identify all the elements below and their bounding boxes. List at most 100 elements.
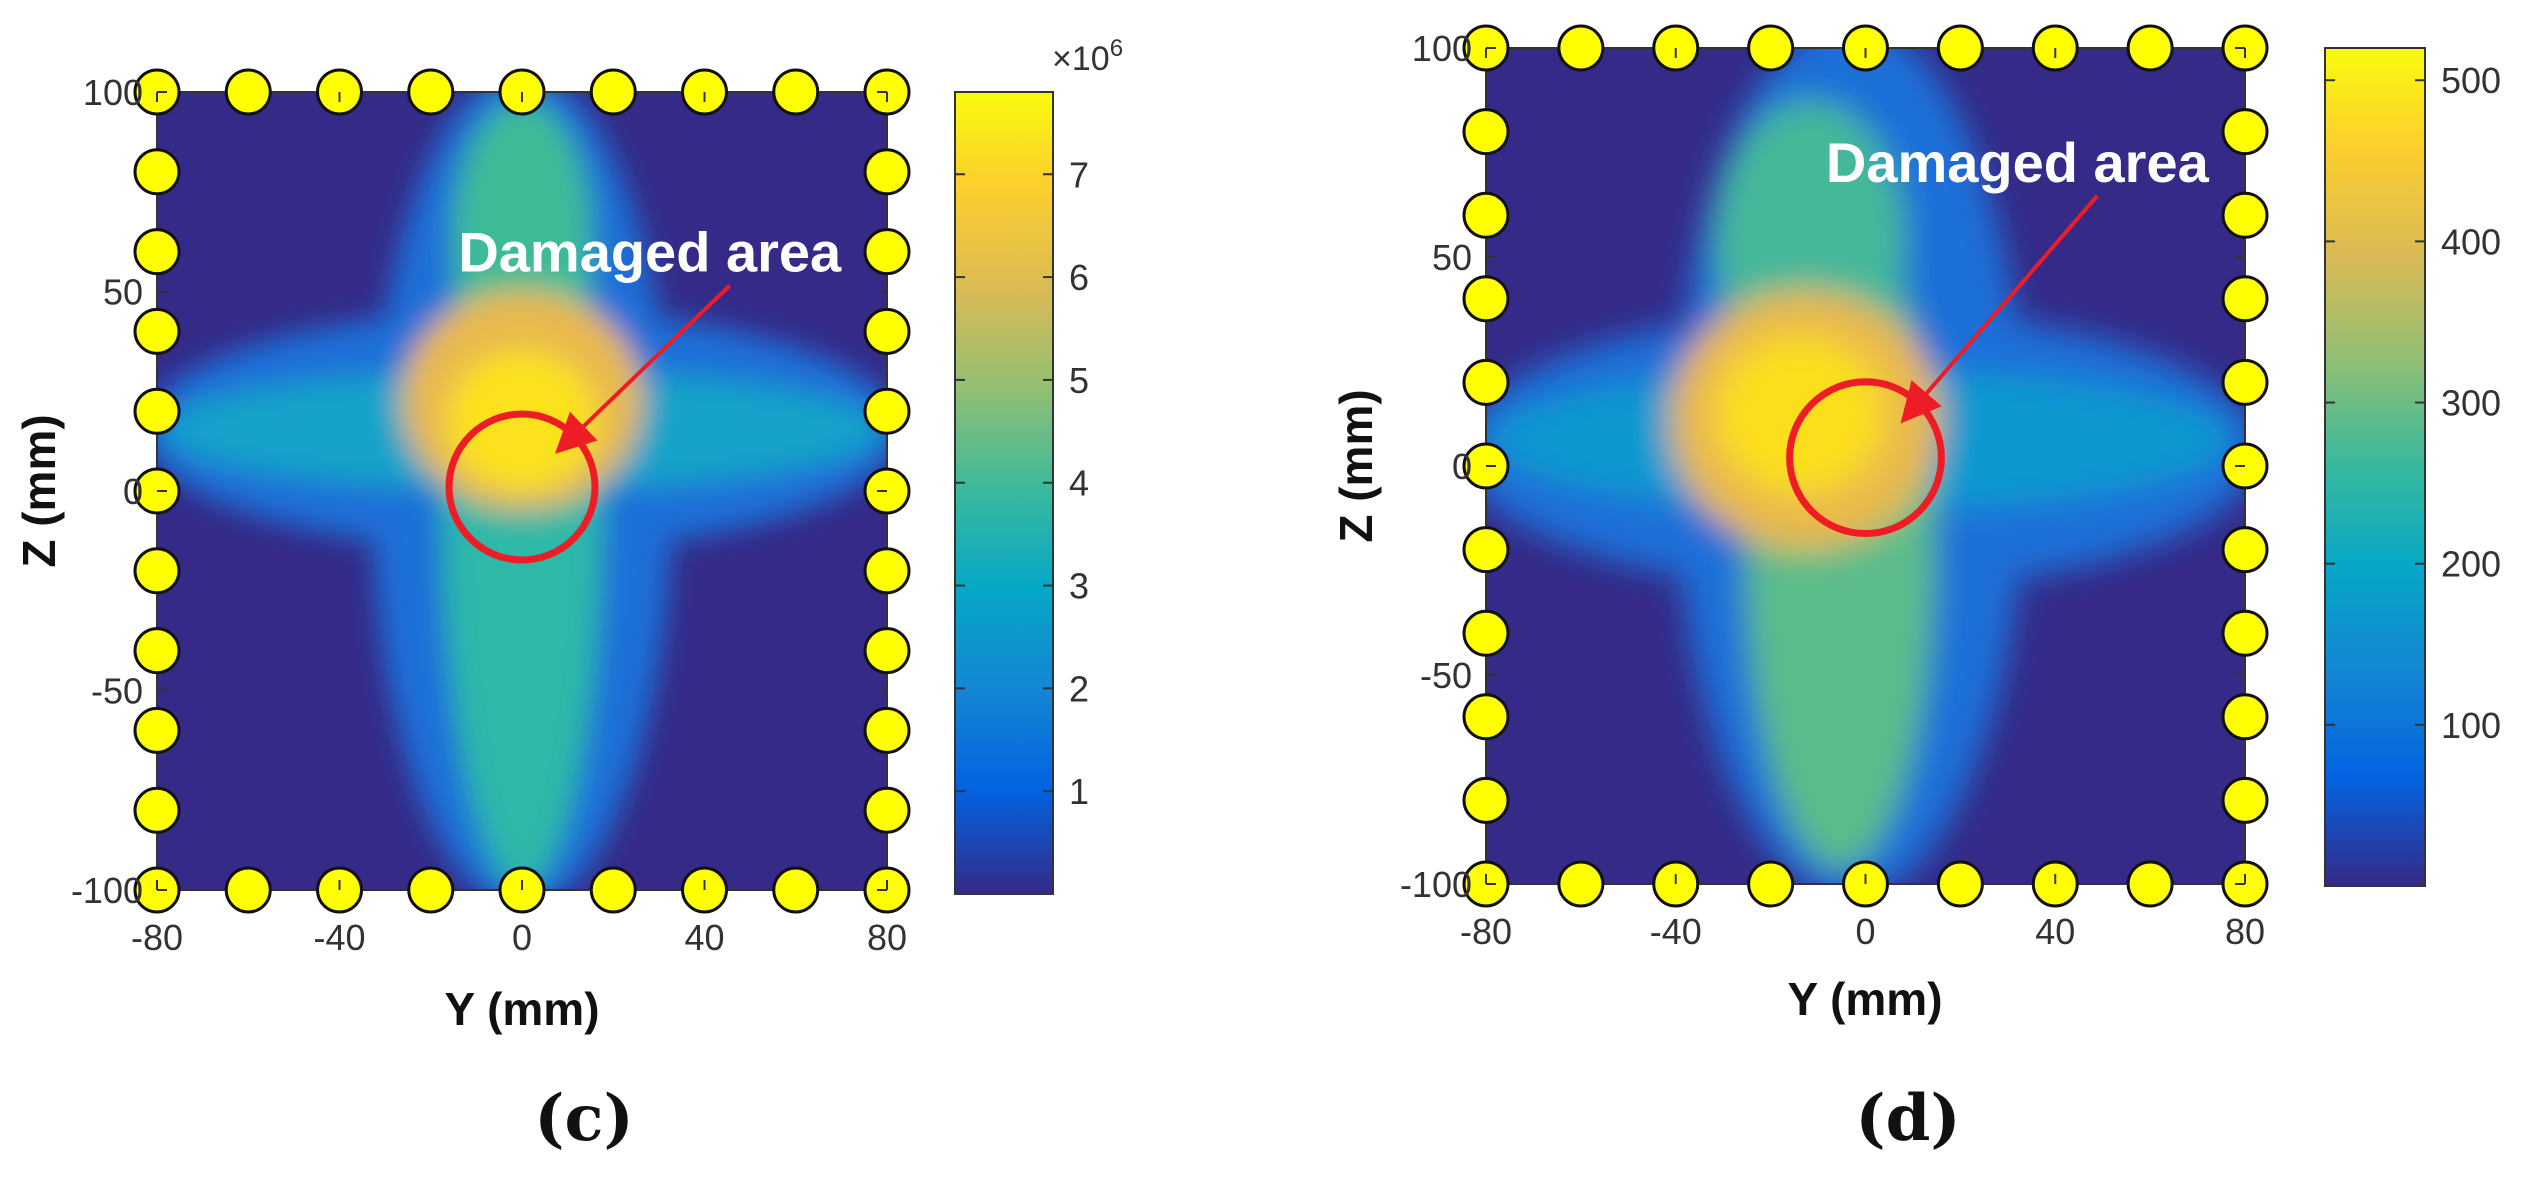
sensor-marker [863,786,911,834]
sensor-marker [1462,693,1510,741]
ytick-label: 100 [83,72,143,113]
colorbar-tick-label: 2 [1069,668,1089,709]
sensor-marker [133,307,181,355]
sensor-marker [2126,860,2174,908]
colorbar-c-exponent: ×106 [1052,35,1123,78]
sensor-marker [863,307,911,355]
sensor-array-c [133,68,911,914]
sensor-marker [1747,860,1795,908]
colorbar-d-gradient [2324,47,2426,887]
sensor-marker [407,866,455,914]
sensor-marker [863,228,911,276]
damaged-area-label-c: Damaged area [458,221,842,284]
sensor-marker [2221,776,2269,824]
sensor-marker [2221,609,2269,657]
sensor-marker [1462,275,1510,323]
sensor-marker [2221,108,2269,156]
sensor-marker [2221,358,2269,406]
xtick-label: -80 [131,917,183,958]
xtick-label: 80 [2225,911,2265,952]
sensor-marker [1936,860,1984,908]
sensor-marker [133,627,181,675]
sensor-marker [772,866,820,914]
sensor-marker [863,547,911,595]
sensor-marker [863,627,911,675]
heatmap-d [1486,48,2245,884]
sensor-marker [224,866,272,914]
sensor-marker [589,68,637,116]
ytick-label: -100 [71,870,143,911]
panel-d: -80 -40 0 40 80 -100 -50 0 50 100 Damaged area Y … [1330,24,2501,1156]
sensor-marker [772,68,820,116]
xtick-label: 0 [1855,911,1875,952]
sensor-marker [589,866,637,914]
xtick-label: 40 [2035,911,2075,952]
sensor-marker [1557,860,1605,908]
axis-ticks-c: -80 -40 0 40 80 -100 -50 0 50 100 [71,72,907,958]
sensor-marker [133,547,181,595]
colorbar-c: 1 2 3 4 5 6 7 ×106 [954,35,1123,895]
sensor-marker [133,786,181,834]
heatmap-c [157,92,887,890]
sensor-marker [1462,358,1510,406]
sensor-marker [863,387,911,435]
colorbar-tick-label: 7 [1069,154,1089,195]
colorbar-tick-label: 4 [1069,463,1089,504]
xtick-label: 80 [867,917,907,958]
sensor-marker [1462,526,1510,574]
colorbar-tick-label: 3 [1069,566,1089,607]
colorbar-tick-label: 100 [2441,705,2501,746]
panel-label-d: (d) [1855,1081,1960,1156]
damaged-area-arrow-d [1900,194,2099,424]
colorbar-c-gradient [954,91,1054,895]
sensor-marker [1747,24,1795,72]
sensor-marker [2221,275,2269,323]
colorbar-tick-label: 1 [1069,771,1089,812]
ytick-label: -50 [91,671,143,712]
sensor-marker [2221,526,2269,574]
ytick-label: 0 [123,471,143,512]
sensor-marker [863,148,911,196]
xtick-label: 40 [684,917,724,958]
ylabel-c: Z (mm) [13,414,65,567]
panel-c: -80 -40 0 40 80 -100 -50 0 50 100 Damaged area Y … [13,35,1123,1156]
heatmap-c-hot-core [447,350,597,490]
sensor-marker [1936,24,1984,72]
damaged-area-label-d: Damaged area [1826,131,2210,194]
sensor-marker [2221,191,2269,239]
colorbar-tick-label: 400 [2441,221,2501,262]
ytick-label: 50 [103,272,143,313]
sensor-marker [2126,24,2174,72]
sensor-marker [1462,776,1510,824]
sensor-marker [1462,108,1510,156]
sensor-marker [407,68,455,116]
ytick-label: -100 [1400,864,1472,905]
colorbar-tick-label: 500 [2441,60,2501,101]
sensor-marker [133,148,181,196]
colorbar-d: 100 200 300 400 500 [2324,47,2501,887]
colorbar-tick-label: 200 [2441,544,2501,585]
colorbar-c-ticks: 1 2 3 4 5 6 7 [955,154,1089,812]
sensor-marker [133,706,181,754]
colorbar-tick-label: 300 [2441,383,2501,424]
ytick-label: 0 [1452,446,1472,487]
xlabel-c: Y (mm) [444,983,599,1035]
sensor-marker [863,706,911,754]
ytick-label: 50 [1432,237,1472,278]
damaged-area-circle-d [1786,378,1945,538]
sensor-marker [1462,191,1510,239]
sensor-marker [133,228,181,276]
damaged-area-circle-c [445,410,599,564]
axis-ticks-d: -80 -40 0 40 80 -100 -50 0 50 100 [1400,28,2265,952]
colorbar-tick-label: 6 [1069,257,1089,298]
damaged-area-arrow-c [554,284,732,454]
panel-label-c: (c) [534,1081,634,1156]
colorbar-d-ticks: 100 200 300 400 500 [2325,60,2501,746]
sensor-marker [1462,609,1510,657]
ytick-label: -50 [1420,655,1472,696]
sensor-marker [1557,24,1605,72]
xtick-label: -40 [313,917,365,958]
xlabel-d: Y (mm) [1787,973,1942,1025]
colorbar-tick-label: 5 [1069,360,1089,401]
